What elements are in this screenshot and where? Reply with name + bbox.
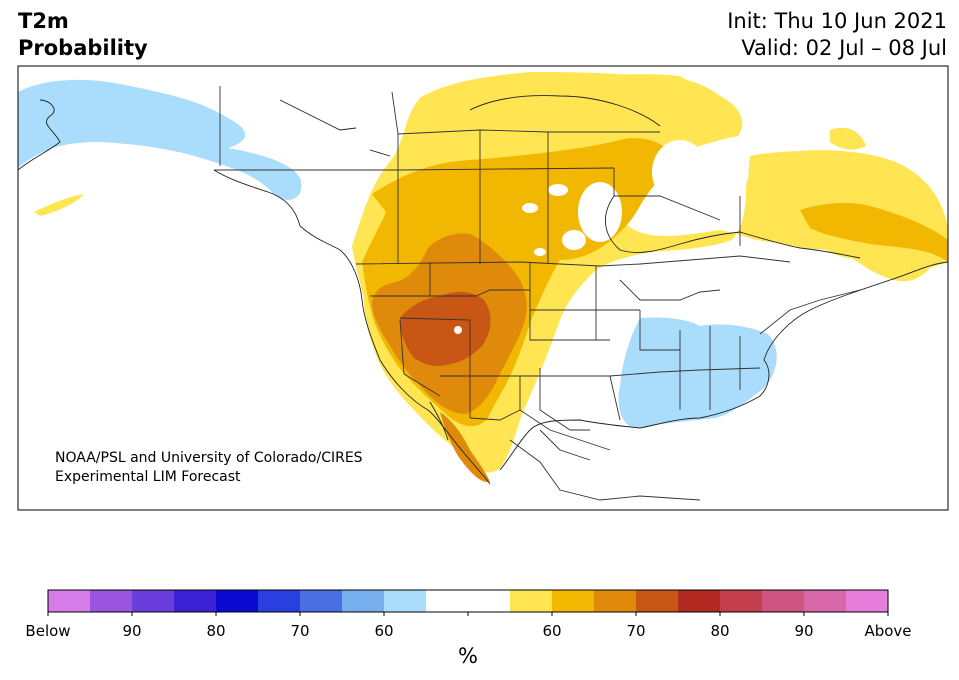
west-above90-region	[400, 291, 491, 366]
colorbar-tick-label: 70	[626, 622, 645, 640]
init-date: Init: Thu 10 Jun 2021	[727, 9, 947, 33]
colorbar-swatch	[174, 590, 217, 612]
colorbar-swatch	[846, 590, 889, 612]
colorbar-swatch	[384, 590, 427, 612]
labrador-above60-region	[830, 127, 866, 150]
colorbar-swatch	[804, 590, 847, 612]
colorbar-tick-label: 80	[710, 622, 729, 640]
quebec-above70-region	[800, 203, 948, 262]
colorbar-tick-label: 60	[374, 622, 393, 640]
borders	[214, 86, 861, 501]
colorbar-swatch	[90, 590, 133, 612]
baja-above80-region	[440, 412, 490, 483]
colorbar-tick-label: 90	[794, 622, 813, 640]
colorbar-tick-label: 60	[542, 622, 561, 640]
colorbar-swatch	[594, 590, 637, 612]
plot-title: T2m Probability	[18, 8, 148, 62]
colorbar-swatch	[678, 590, 721, 612]
colorbar-tick-label: 80	[206, 622, 225, 640]
colorbar-swatch	[762, 590, 805, 612]
colorbar-swatch	[342, 590, 385, 612]
colorbar-swatch	[132, 590, 175, 612]
colorbar-tick-label: Below	[25, 622, 70, 640]
alaska-coast-above60-region	[34, 194, 84, 216]
colorbar-swatch	[636, 590, 679, 612]
colorbar-swatch	[468, 590, 511, 612]
colorbar-swatch	[300, 590, 343, 612]
colorbar-swatch	[216, 590, 259, 612]
southeast-below-region	[618, 317, 777, 428]
arctic-above60-region	[456, 73, 691, 102]
colorbar-unit: %	[458, 644, 478, 668]
alaska-below-region	[18, 79, 302, 200]
valid-range: Valid: 02 Jul – 08 Jul	[741, 36, 947, 60]
colorbar-tick-label: 90	[122, 622, 141, 640]
credit-text: NOAA/PSL and University of Colorado/CIRE…	[55, 449, 363, 487]
credit-line-1: NOAA/PSL and University of Colorado/CIRE…	[55, 450, 363, 466]
colorbar-swatch	[552, 590, 595, 612]
colorbar-swatch	[258, 590, 301, 612]
colorbar-swatch	[720, 590, 763, 612]
title-variable: T2m	[18, 9, 69, 33]
forecast-dates: Init: Thu 10 Jun 2021 Valid: 02 Jul – 08…	[727, 8, 947, 62]
credit-line-2: Experimental LIM Forecast	[55, 469, 241, 485]
water-bodies	[454, 140, 708, 334]
colorbar-tick-label: 70	[290, 622, 309, 640]
colorbar-tick-label: Above	[864, 622, 911, 640]
colorbar-swatch	[48, 590, 91, 612]
coastlines	[18, 95, 948, 485]
colorbar-swatch	[426, 590, 469, 612]
colorbar-swatch	[510, 590, 553, 612]
title-metric: Probability	[18, 36, 148, 60]
